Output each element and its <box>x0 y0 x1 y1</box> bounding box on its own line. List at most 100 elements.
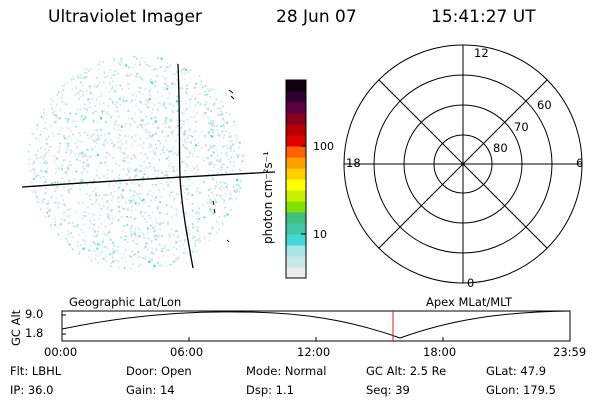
speckle-dot <box>128 177 131 180</box>
speckle-dot <box>228 136 230 138</box>
speckle-dot <box>204 144 207 147</box>
speckle-dot <box>89 245 92 248</box>
speckle-dot <box>54 189 56 192</box>
speckle-dot <box>148 92 150 95</box>
speckle-dot <box>71 79 73 81</box>
speckle-dot <box>76 245 78 247</box>
speckle-dot <box>228 140 231 143</box>
speckle-dot <box>95 86 98 88</box>
speckle-dot <box>44 122 47 124</box>
colorbar-segment <box>286 135 306 147</box>
speckle-dot <box>200 80 203 82</box>
speckle-dot <box>157 91 159 93</box>
speckle-dot <box>50 224 52 226</box>
speckle-dot <box>144 245 147 248</box>
speckle-dot <box>55 114 58 117</box>
speckle-dot <box>164 136 167 138</box>
speckle-dot <box>52 111 55 114</box>
speckle-dot <box>110 199 113 202</box>
speckle-dot <box>140 77 143 79</box>
speckle-dot <box>122 208 125 210</box>
speckle-dot <box>134 201 137 204</box>
speckle-dot <box>47 199 50 201</box>
colorbar-segment <box>286 102 306 114</box>
speckle-dot <box>172 191 174 193</box>
speckle-dot <box>92 235 95 237</box>
speckle-dot <box>107 217 110 220</box>
speckle-dot <box>197 207 201 210</box>
app-title: Ultraviolet Imager <box>48 7 202 27</box>
speckle-dot <box>131 181 133 184</box>
speckle-dot <box>106 177 109 179</box>
speckle-dot <box>96 84 99 87</box>
speckle-dot <box>103 140 105 143</box>
speckle-dot <box>151 108 154 111</box>
speckle-dot <box>118 97 121 100</box>
speckle-dot <box>71 248 74 250</box>
speckle-dot <box>96 77 98 80</box>
speckle-dot <box>51 182 53 185</box>
speckle-dot <box>131 241 134 243</box>
speckle-dot <box>184 146 186 149</box>
speckle-dot <box>92 190 95 192</box>
speckle-dot <box>93 179 96 182</box>
speckle-dot <box>216 125 218 127</box>
speckle-dot <box>146 137 148 139</box>
speckle-dot <box>117 62 120 65</box>
speckle-dot <box>83 180 86 183</box>
colorbar-segment <box>286 179 306 191</box>
speckle-dot <box>162 148 164 150</box>
speckle-dot <box>219 181 222 184</box>
speckle-dot <box>127 168 129 170</box>
speckle-dot <box>65 175 67 177</box>
speckle-dot <box>223 199 226 202</box>
speckle-dot <box>230 156 232 159</box>
speckle-dot <box>218 187 221 189</box>
speckle-dot <box>82 165 84 168</box>
speckle-dot <box>181 161 184 163</box>
x-tick-0600: 06:00 <box>170 345 204 359</box>
speckle-dot <box>116 106 118 108</box>
speckle-dot <box>128 162 130 164</box>
speckle-dot <box>103 194 105 196</box>
speckle-dot <box>145 166 148 169</box>
speckle-dot <box>203 238 206 240</box>
speckle-dot <box>206 88 209 90</box>
speckle-dot <box>172 111 174 113</box>
speckle-dot <box>173 260 176 263</box>
speckle-dot <box>96 129 98 131</box>
speckle-dot <box>119 103 122 106</box>
speckle-dot <box>175 208 177 211</box>
speckle-dot <box>143 247 145 249</box>
speckle-dot <box>65 151 67 154</box>
speckle-dot <box>107 152 109 155</box>
speckle-dot <box>139 61 141 63</box>
speckle-dot <box>180 87 183 90</box>
speckle-dot <box>203 236 205 239</box>
speckle-dot <box>93 242 95 244</box>
speckle-dot <box>239 179 242 181</box>
speckle-dot <box>161 265 164 267</box>
speckle-dot <box>88 256 90 259</box>
speckle-dot <box>97 255 99 257</box>
speckle-dot <box>209 208 212 210</box>
speckle-dot <box>160 195 163 198</box>
speckle-dot <box>223 181 226 184</box>
speckle-dot <box>212 163 215 165</box>
speckle-dot <box>179 152 182 154</box>
speckle-dot <box>144 201 146 203</box>
speckle-dot <box>156 68 159 70</box>
speckle-dot <box>125 153 127 156</box>
speckle-dot <box>172 83 174 86</box>
speckle-dot <box>206 202 208 204</box>
speckle-dot <box>225 111 227 114</box>
speckle-dot <box>151 112 153 114</box>
speckle-dot <box>141 177 143 179</box>
speckle-dot <box>157 139 160 142</box>
speckle-dot <box>34 189 36 191</box>
speckle-dot <box>171 72 174 75</box>
speckle-dot <box>124 135 126 137</box>
speckle-dot <box>42 154 45 157</box>
speckle-dot <box>138 192 141 196</box>
speckle-dot <box>43 127 46 129</box>
